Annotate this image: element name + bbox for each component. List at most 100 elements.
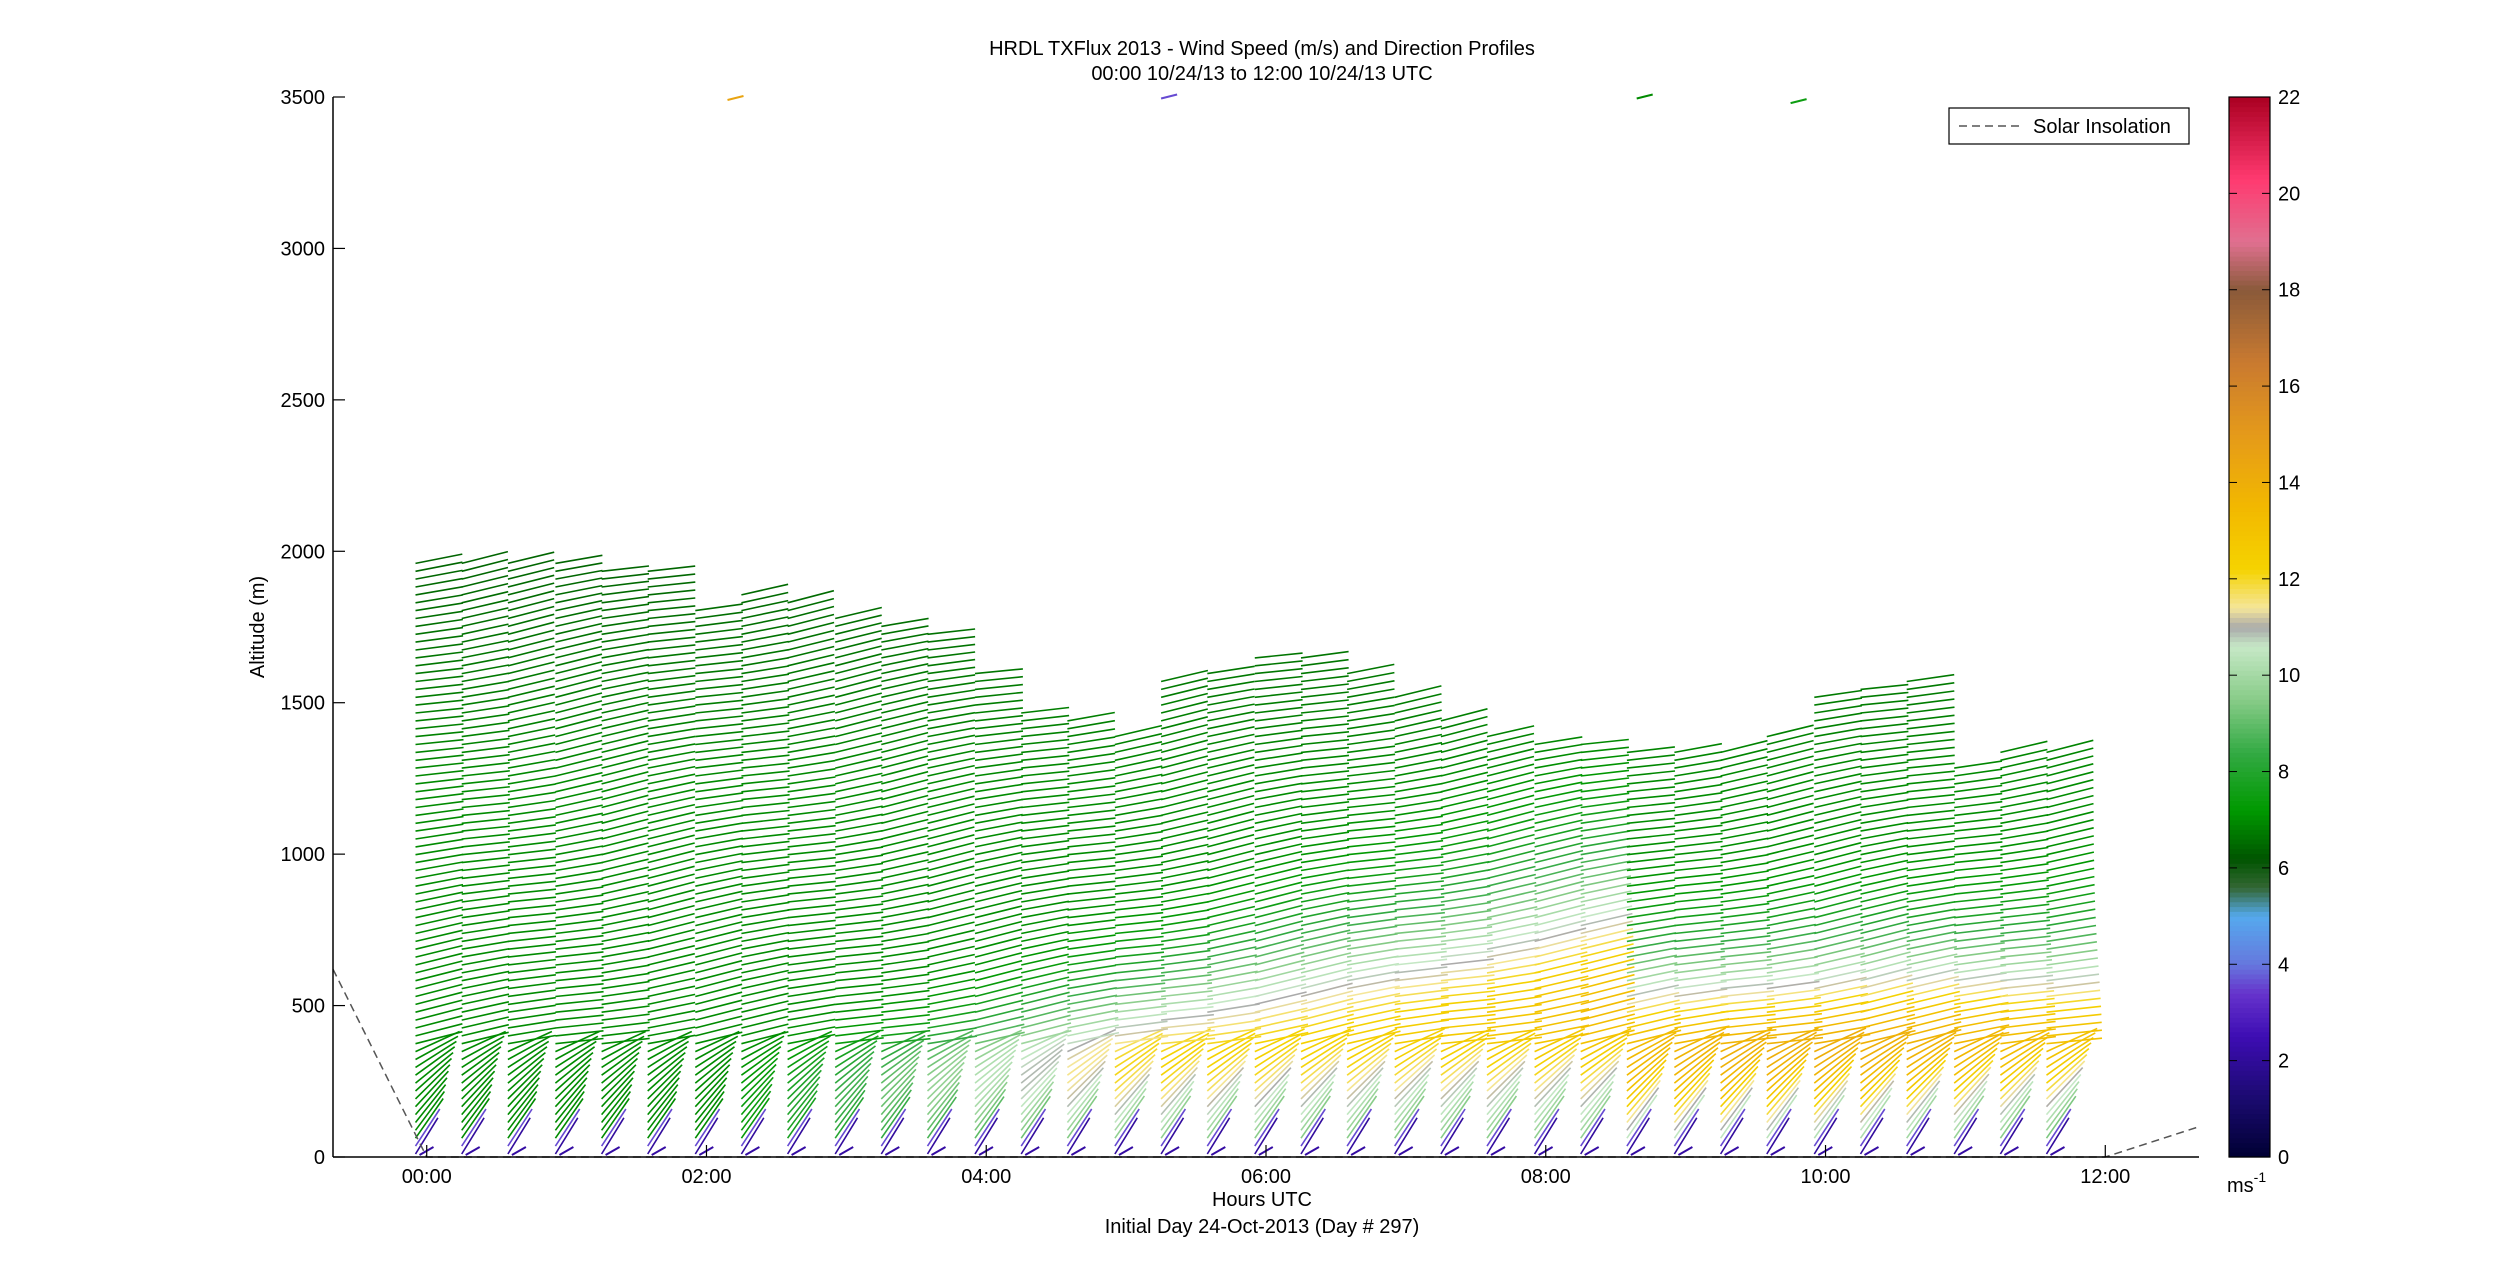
wind-barb-line bbox=[1440, 795, 1489, 809]
wind-barb-line bbox=[1300, 699, 1349, 706]
wind-barb-line bbox=[1021, 999, 1071, 1013]
wind-barb-line bbox=[694, 1098, 724, 1139]
wind-barb-line bbox=[1534, 865, 1584, 880]
wind-barb-line bbox=[1534, 919, 1586, 935]
wind-barb-line bbox=[1346, 1007, 1401, 1021]
wind-barb-line bbox=[694, 1035, 739, 1061]
wind-barb-line bbox=[881, 916, 930, 927]
x-tick-label: 02:00 bbox=[681, 1166, 731, 1188]
wind-barb-line bbox=[1626, 991, 1680, 1006]
wind-barb-line bbox=[507, 904, 557, 911]
wind-barb-line bbox=[1160, 957, 1211, 966]
wind-barb-line bbox=[881, 818, 929, 832]
wind-barb-line bbox=[1814, 912, 1863, 927]
wind-barb-line bbox=[1254, 721, 1303, 730]
wind-barb-line bbox=[1860, 935, 1910, 950]
wind-barb-line bbox=[1207, 710, 1255, 722]
wind-barb-line bbox=[695, 611, 743, 620]
wind-barb-line bbox=[1860, 715, 1909, 722]
wind-barb-line bbox=[2000, 740, 2048, 754]
wind-barb-line bbox=[415, 868, 464, 880]
wind-barb-line bbox=[2046, 892, 2095, 903]
wind-barb-line bbox=[1534, 743, 1583, 754]
wind-barb-line bbox=[1860, 1021, 1916, 1037]
colorbar-band bbox=[2229, 1152, 2270, 1158]
colorbar-band bbox=[2229, 1031, 2270, 1038]
wind-barb-line bbox=[1300, 683, 1349, 691]
colorbar-band bbox=[2229, 598, 2270, 604]
wind-barb-line bbox=[1486, 778, 1535, 793]
wind-barb-line bbox=[695, 814, 744, 825]
wind-barb-line bbox=[1021, 968, 1070, 982]
wind-barb-line bbox=[1674, 864, 1723, 872]
wind-barb-line bbox=[1954, 776, 2003, 785]
wind-barb-line bbox=[1674, 896, 1724, 903]
wind-barb-surface-line bbox=[1490, 1146, 1506, 1156]
colorbar-band bbox=[2229, 1036, 2270, 1042]
wind-barb-line bbox=[787, 1030, 833, 1053]
wind-barb-line bbox=[835, 870, 884, 880]
wind-barb-line bbox=[1207, 954, 1257, 966]
wind-barb-line bbox=[1953, 1066, 1992, 1108]
x-axis-label-secondary: Initial Day 24-Oct-2013 (Day # 297) bbox=[1105, 1216, 1420, 1238]
wind-barb-line bbox=[1720, 1031, 1771, 1061]
wind-barb-line bbox=[1207, 733, 1255, 746]
colorbar-band bbox=[2229, 1065, 2270, 1071]
wind-barb-line bbox=[1254, 999, 1308, 1013]
wind-barb-line bbox=[835, 878, 884, 887]
wind-barb-line bbox=[741, 863, 790, 872]
wind-barb-line bbox=[2000, 822, 2049, 832]
wind-barb-line bbox=[555, 599, 603, 612]
wind-barb-line bbox=[2046, 957, 2099, 966]
wind-barb-line bbox=[1300, 839, 1350, 848]
wind-barb-line bbox=[1021, 953, 1069, 966]
wind-barb-line bbox=[507, 717, 556, 730]
wind-barb-line bbox=[1254, 835, 1303, 848]
wind-barb-line bbox=[927, 873, 975, 887]
wind-barb-line bbox=[1254, 850, 1303, 864]
wind-barb-line bbox=[1814, 865, 1862, 880]
wind-barb-line bbox=[1160, 779, 1209, 793]
wind-barb-line bbox=[974, 897, 1023, 911]
wind-barb-line bbox=[1626, 809, 1676, 817]
wind-barb-line bbox=[695, 691, 744, 699]
wind-barb-line bbox=[1300, 854, 1350, 864]
wind-barb-line bbox=[1533, 1095, 1565, 1139]
wind-barb-surface-line bbox=[605, 1146, 621, 1156]
legend-label-solar-insolation: Solar Insolation bbox=[2033, 116, 2171, 138]
wind-barb-line bbox=[1534, 1037, 1582, 1069]
wind-barb-line bbox=[787, 911, 836, 919]
wind-barb-line bbox=[601, 834, 649, 848]
wind-barb-line bbox=[2000, 982, 2054, 990]
wind-barb-line bbox=[1486, 833, 1535, 848]
wind-barb-line bbox=[1114, 895, 1164, 903]
wind-barb-line bbox=[1114, 927, 1164, 935]
wind-barb-line bbox=[1160, 933, 1210, 943]
wind-barb-line bbox=[974, 983, 1023, 998]
wind-barb-line bbox=[787, 735, 836, 746]
wind-barb-line bbox=[1814, 697, 1863, 706]
colorbar-band bbox=[2229, 752, 2270, 758]
wind-barb-line bbox=[834, 1108, 861, 1147]
colorbar-band bbox=[2229, 911, 2270, 917]
wind-barb-line bbox=[1254, 1088, 1287, 1131]
colorbar-band bbox=[2229, 236, 2270, 243]
wind-barb-line bbox=[1114, 822, 1163, 832]
colorbar-band bbox=[2229, 193, 2270, 199]
wind-barb-line bbox=[1021, 938, 1069, 950]
wind-barb-line bbox=[1814, 904, 1863, 919]
wind-barb-line bbox=[1394, 927, 1446, 935]
wind-barb-line bbox=[1486, 971, 1541, 982]
wind-barb-line bbox=[1160, 941, 1211, 950]
wind-barb-line bbox=[2046, 875, 2095, 887]
wind-barb-line bbox=[415, 968, 463, 982]
wind-barb-line bbox=[1440, 1032, 1490, 1061]
wind-barb-line bbox=[2046, 755, 2094, 769]
colorbar-band bbox=[2229, 415, 2270, 421]
wind-barb-line bbox=[1394, 973, 1448, 982]
wind-barb-line bbox=[881, 670, 929, 683]
wind-barb-line bbox=[926, 1096, 957, 1139]
wind-barb-line bbox=[1766, 988, 1821, 998]
wind-barb-line bbox=[461, 1098, 490, 1139]
colorbar-band bbox=[2229, 747, 2270, 753]
